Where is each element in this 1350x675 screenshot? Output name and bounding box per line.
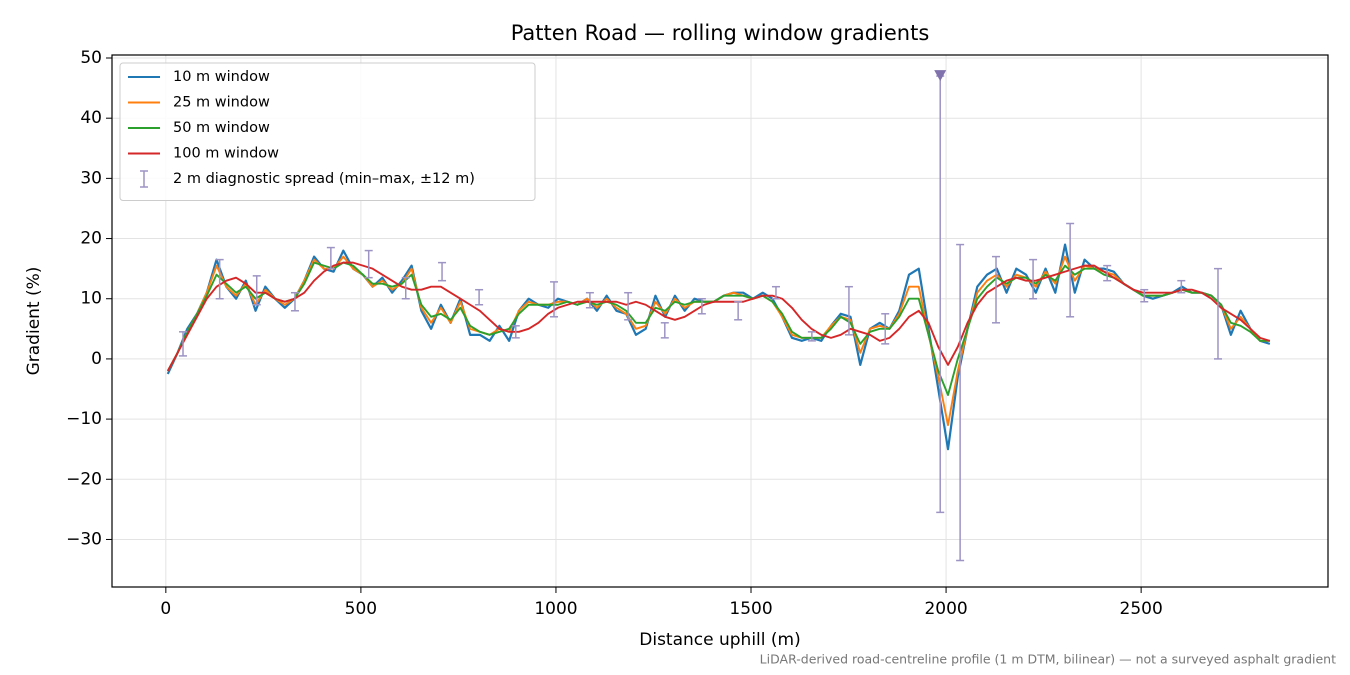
legend-label: 10 m window xyxy=(173,69,270,85)
error-bar xyxy=(697,297,706,315)
x-tick-label: 1500 xyxy=(729,599,772,619)
x-tick-label: 2000 xyxy=(924,599,967,619)
legend-label: 50 m window xyxy=(173,120,270,136)
error-bar xyxy=(438,261,447,282)
x-tick-label: 0 xyxy=(160,599,171,619)
legend-label: 100 m window xyxy=(173,146,279,162)
y-tick-label: 50 xyxy=(80,48,102,68)
error-bar xyxy=(364,249,373,279)
error-bar xyxy=(179,331,188,357)
error-bar xyxy=(624,291,633,321)
error-bar xyxy=(511,325,520,339)
error-bar xyxy=(401,276,410,300)
x-tick-label: 1000 xyxy=(534,599,577,619)
error-bar xyxy=(807,331,816,342)
y-tick-label: 40 xyxy=(80,108,102,128)
error-bar xyxy=(1066,222,1075,318)
error-bar xyxy=(881,313,890,345)
legend-box xyxy=(119,62,536,201)
plot-frame xyxy=(111,54,1329,588)
legend-label: 2 m diagnostic spread (min–max, ±12 m) xyxy=(173,171,475,187)
error-bar xyxy=(550,281,559,318)
error-bar xyxy=(326,246,335,270)
y-tick-label: −20 xyxy=(66,469,102,489)
error-bar xyxy=(1177,279,1186,294)
error-bar xyxy=(290,291,299,312)
x-tick-label: 2500 xyxy=(1120,599,1163,619)
series-line xyxy=(166,261,1271,372)
series-line xyxy=(166,261,1270,396)
error-bar xyxy=(585,291,594,309)
error-bar xyxy=(252,275,261,306)
error-bar xyxy=(734,300,743,321)
error-bar xyxy=(475,288,484,306)
error-bar xyxy=(1140,288,1149,303)
error-bar xyxy=(771,285,780,300)
error-bar xyxy=(992,255,1001,324)
error-bar xyxy=(215,258,224,300)
error-bar xyxy=(660,322,669,339)
chart-title: Patten Road — rolling window gradients xyxy=(511,21,930,45)
overflow-marker xyxy=(934,70,947,82)
x-tick-label: 500 xyxy=(345,599,377,619)
y-tick-label: 0 xyxy=(91,349,102,369)
error-bar xyxy=(956,243,965,562)
legend: 10 m window 25 m window 50 m window 100 m w… xyxy=(119,62,536,201)
error-bar xyxy=(1029,258,1038,300)
x-axis-label: Distance uphill (m) xyxy=(639,630,800,650)
legend-label: 25 m window xyxy=(173,95,270,111)
y-axis-label: Gradient (%) xyxy=(24,267,44,376)
y-tick-label: −10 xyxy=(66,409,102,429)
y-tick-label: 20 xyxy=(80,229,102,249)
error-bar xyxy=(844,285,853,336)
y-tick-label: 10 xyxy=(80,289,102,309)
footnote: LiDAR-derived road-centreline profile (1… xyxy=(760,652,1336,667)
error-bar xyxy=(1103,264,1112,282)
y-tick-label: 30 xyxy=(80,168,102,188)
y-tick-label: −30 xyxy=(66,529,102,549)
error-bar xyxy=(1213,267,1222,360)
